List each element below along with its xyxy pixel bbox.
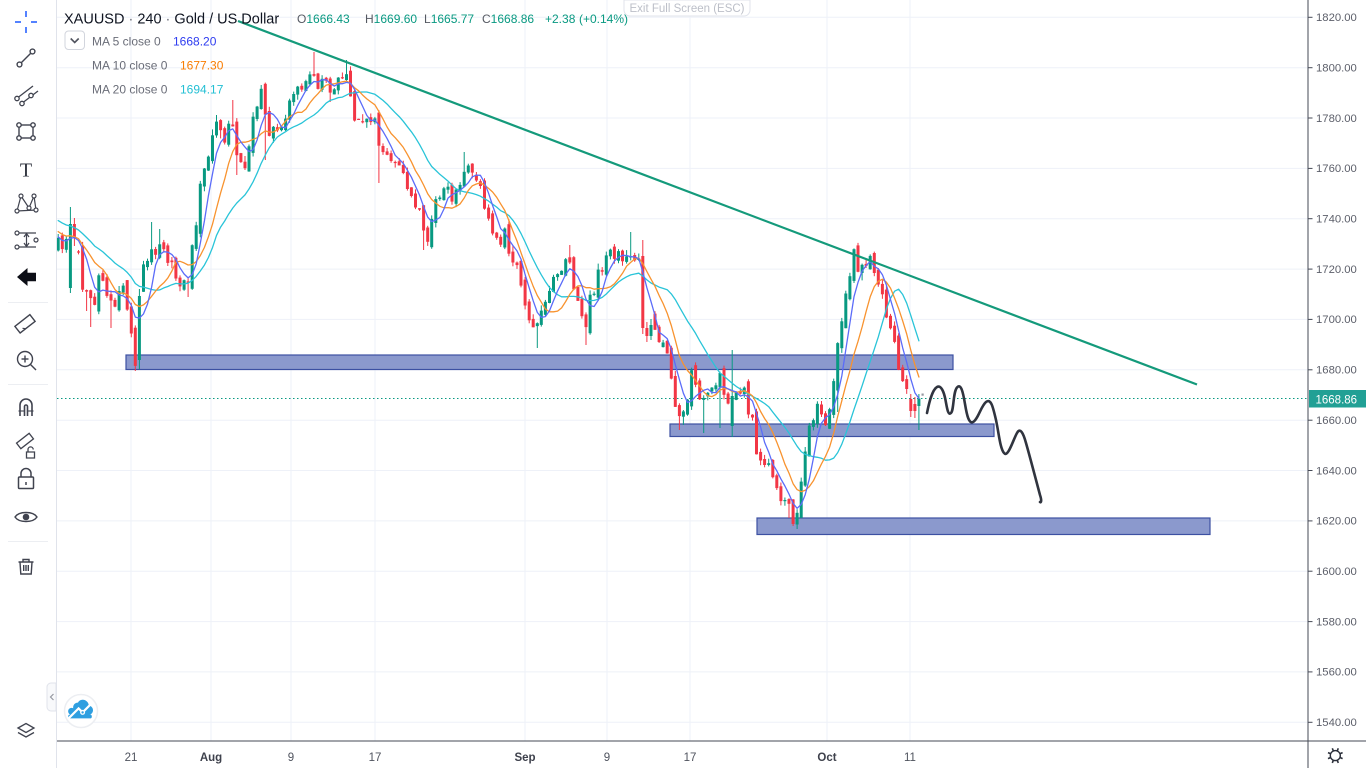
svg-text:Sep: Sep — [514, 752, 535, 764]
svg-text:1640.00: 1640.00 — [1316, 465, 1357, 477]
svg-text:1540.00: 1540.00 — [1316, 717, 1357, 729]
svg-text:1560.00: 1560.00 — [1316, 667, 1357, 679]
svg-text:9: 9 — [288, 752, 294, 764]
svg-text:1740.00: 1740.00 — [1316, 214, 1357, 226]
svg-text:MA 5 close 0 1668.20: MA 5 close 0 1668.20 — [92, 34, 217, 48]
svg-text:1620.00: 1620.00 — [1316, 516, 1357, 528]
svg-text:1600.00: 1600.00 — [1316, 566, 1357, 578]
svg-text:Aug: Aug — [200, 752, 222, 764]
svg-text:Exit Full Screen (ESC): Exit Full Screen (ESC) — [629, 3, 744, 15]
svg-text:1720.00: 1720.00 — [1316, 264, 1357, 276]
svg-text:Oct: Oct — [817, 752, 836, 764]
svg-text:17: 17 — [369, 752, 382, 764]
svg-text:XAUUSD · 240 · Gold / US Dolla: XAUUSD · 240 · Gold / US Dollar — [64, 12, 279, 28]
svg-text:1820.00: 1820.00 — [1316, 12, 1357, 24]
svg-text:1680.00: 1680.00 — [1316, 365, 1357, 377]
svg-text:11: 11 — [904, 752, 916, 764]
svg-text:1668.86: 1668.86 — [1316, 394, 1358, 406]
svg-text:1700.00: 1700.00 — [1316, 314, 1357, 326]
svg-text:1800.00: 1800.00 — [1316, 63, 1357, 75]
svg-text:1580.00: 1580.00 — [1316, 616, 1357, 628]
svg-text:17: 17 — [684, 752, 697, 764]
svg-text:1660.00: 1660.00 — [1316, 415, 1357, 427]
svg-text:9: 9 — [604, 752, 610, 764]
svg-text:21: 21 — [125, 752, 138, 764]
svg-text:T: T — [20, 160, 32, 182]
svg-text:1760.00: 1760.00 — [1316, 163, 1357, 175]
svg-text:1780.00: 1780.00 — [1316, 113, 1357, 125]
svg-text:MA 10 close 0 1677.30: MA 10 close 0 1677.30 — [92, 58, 224, 72]
svg-text:MA 20 close 0 1694.17: MA 20 close 0 1694.17 — [92, 82, 224, 96]
